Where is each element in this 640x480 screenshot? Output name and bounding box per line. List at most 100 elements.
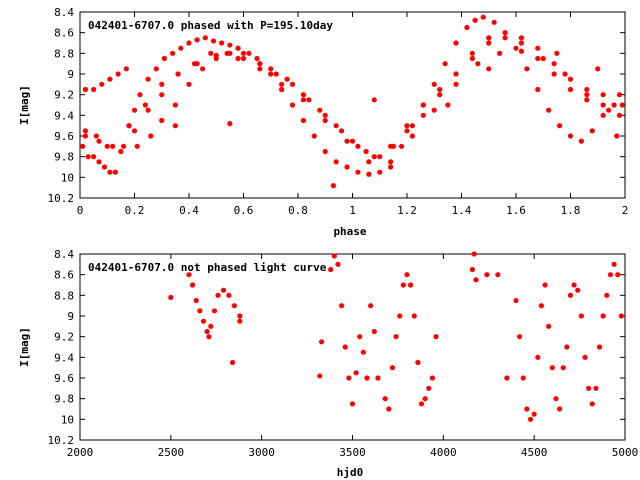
phased-y-tick-label: 8.6	[54, 27, 74, 40]
unphased-data-point	[364, 375, 370, 381]
phased-data-point	[409, 133, 416, 139]
unphased-plot-panel: 2000 2500 3000 3500 4000 4500 5000 8.4 8.6 8.8 9 9…	[18, 248, 638, 479]
unphased-data-point	[469, 266, 475, 273]
phased-data-point	[437, 86, 443, 93]
phased-data-point	[611, 102, 617, 108]
phased-data-point	[404, 123, 410, 129]
phased-data-point	[562, 71, 568, 77]
phased-y-tick-label: 9.2	[54, 89, 74, 102]
phased-data-point	[202, 35, 208, 41]
unphased-data-point	[471, 251, 477, 257]
phased-data-point	[194, 61, 200, 67]
unphased-data-point	[226, 292, 232, 298]
phased-data-point	[431, 81, 437, 87]
phased-data-point	[344, 164, 350, 170]
phased-y-tick-label: 8.8	[54, 47, 74, 60]
unphased-data-point	[386, 406, 392, 412]
unphased-x-axis-label: hjd0	[337, 466, 364, 479]
phased-data-point	[159, 81, 165, 87]
phased-data-point	[200, 66, 206, 72]
phased-data-point	[502, 30, 508, 36]
phased-data-point	[219, 40, 225, 46]
unphased-data-point	[538, 303, 545, 309]
phased-data-point	[491, 19, 497, 25]
unphased-data-point	[542, 282, 548, 288]
phased-x-tick-label: 2	[622, 204, 629, 217]
unphased-data-point	[357, 334, 363, 340]
phased-data-point	[584, 86, 590, 93]
phased-data-point	[208, 50, 214, 56]
unphased-data-point	[319, 339, 325, 345]
unphased-data-point	[596, 344, 603, 350]
phased-y-tick-label: 9.6	[54, 130, 74, 143]
phased-x-tick-label: 1.2	[397, 204, 417, 217]
unphased-data-point	[495, 272, 501, 278]
phased-data-point	[257, 61, 263, 67]
phased-plot-title: 042401-6707.0 phased with P=195.10day	[88, 19, 333, 32]
unphased-y-tick-label: 10	[61, 413, 74, 426]
unphased-data-point	[615, 272, 621, 278]
unphased-data-point	[331, 253, 337, 259]
phased-data-point	[497, 50, 503, 56]
phased-data-point	[469, 55, 475, 62]
phased-data-point	[194, 37, 200, 43]
phased-data-point	[82, 128, 89, 134]
phased-data-point	[257, 66, 263, 72]
phased-data-point	[366, 159, 372, 165]
unphased-data-point	[589, 401, 595, 407]
phased-data-point	[300, 117, 307, 124]
phased-y-tick-label: 9.4	[54, 109, 74, 122]
unphased-data-point	[600, 313, 606, 319]
unphased-data-point	[593, 385, 599, 391]
unphased-data-point	[346, 375, 352, 381]
phased-data-point	[584, 97, 590, 103]
unphased-data-point	[557, 406, 563, 412]
phased-data-point	[227, 121, 233, 127]
unphased-y-tick-label: 9.6	[54, 372, 74, 385]
unphased-data-point	[604, 292, 610, 298]
unphased-data-point	[517, 334, 523, 340]
unphased-data-point	[371, 328, 377, 335]
phased-data-point	[268, 71, 274, 77]
unphased-data-point	[520, 375, 526, 381]
unphased-data-points	[168, 251, 624, 422]
phased-y-ticks: 8.4 8.6 8.8 9 9.2 9.4 9.6 9.8 10 10.2	[48, 6, 625, 205]
phased-data-point	[300, 97, 307, 103]
phased-data-point	[600, 92, 606, 98]
phased-data-point	[371, 97, 377, 103]
unphased-data-point	[564, 344, 570, 350]
phased-data-point	[546, 107, 552, 113]
phased-data-point	[442, 61, 448, 67]
phased-x-tick-label: 1	[349, 204, 356, 217]
phased-data-point	[535, 45, 541, 51]
phased-data-point	[235, 45, 241, 51]
phased-data-point	[300, 92, 307, 98]
phased-data-point	[431, 107, 437, 113]
unphased-y-tick-label: 9.8	[54, 393, 74, 406]
phased-data-point	[567, 86, 574, 93]
phased-data-point	[289, 102, 296, 108]
phased-data-point	[91, 154, 97, 160]
phased-y-tick-label: 10	[61, 171, 74, 184]
phased-data-point	[99, 81, 105, 87]
unphased-data-point	[411, 313, 417, 319]
phased-data-point	[115, 71, 121, 77]
phased-data-point	[355, 169, 361, 175]
phased-x-tick-label: 1.8	[561, 204, 581, 217]
phased-data-point	[148, 133, 154, 139]
phased-data-point	[371, 154, 377, 160]
phased-data-point	[535, 86, 541, 93]
phased-data-point	[279, 81, 285, 87]
phased-data-point	[137, 92, 143, 98]
unphased-data-point	[349, 401, 356, 407]
unphased-data-point	[400, 282, 406, 288]
unphased-plot-title: 042401-6707.0 not phased light curve	[88, 261, 327, 274]
phased-data-point	[131, 107, 138, 113]
phased-x-tick-label: 0.6	[234, 204, 254, 217]
phased-data-point	[502, 35, 508, 41]
phased-y-tick-label: 10.2	[48, 192, 75, 205]
phased-data-point	[213, 52, 219, 59]
unphased-data-point	[586, 385, 592, 391]
unphased-data-point	[611, 261, 617, 267]
phased-data-point	[82, 133, 89, 139]
